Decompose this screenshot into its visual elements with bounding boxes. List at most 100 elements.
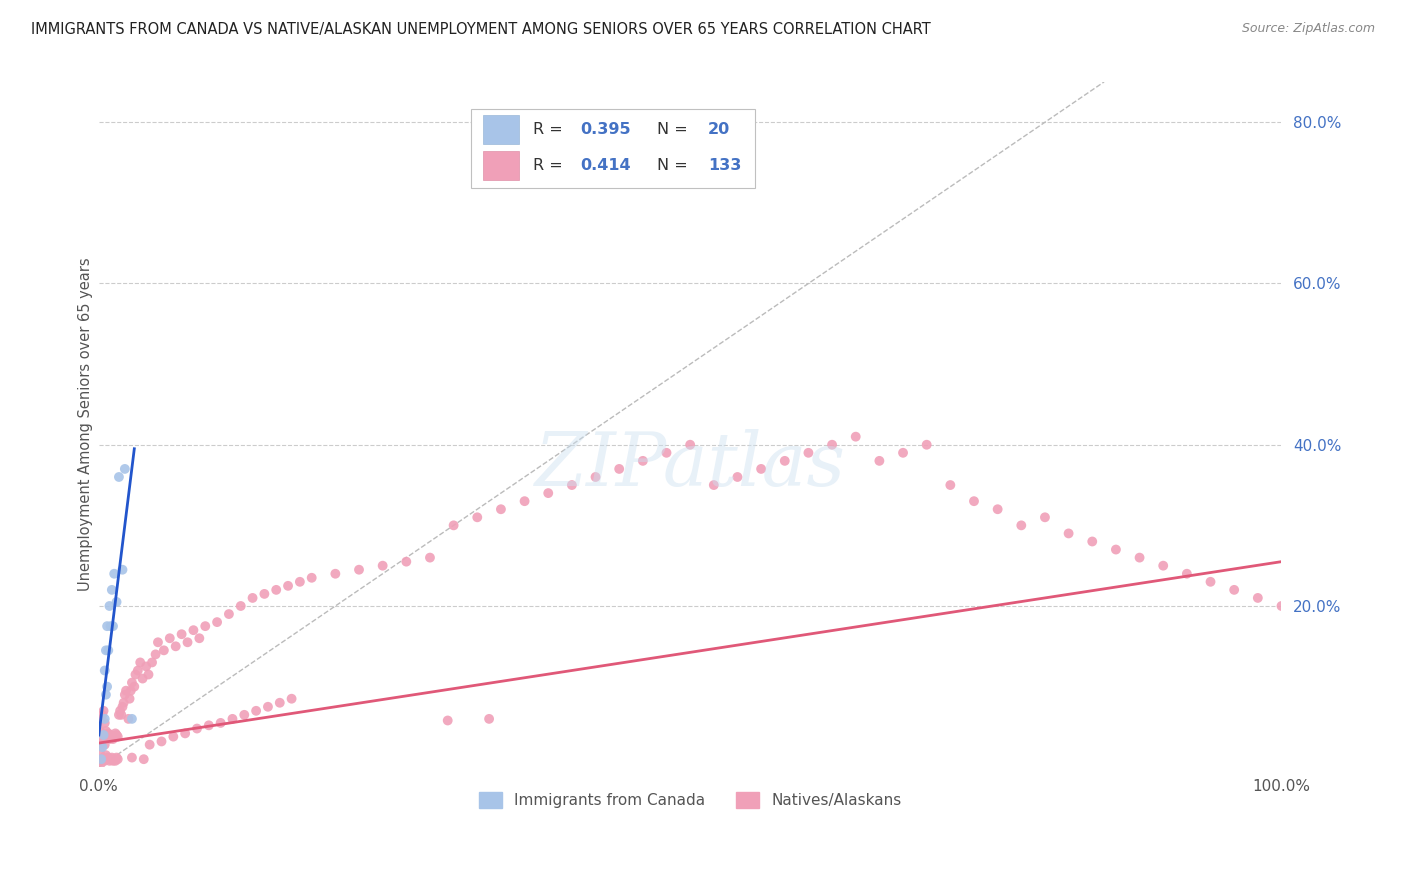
Point bbox=[631, 454, 654, 468]
Point bbox=[655, 446, 678, 460]
Text: 133: 133 bbox=[707, 158, 741, 173]
Text: Source: ZipAtlas.com: Source: ZipAtlas.com bbox=[1241, 22, 1375, 36]
Point bbox=[1247, 591, 1270, 605]
Point bbox=[135, 659, 157, 673]
Point bbox=[1199, 574, 1222, 589]
Point bbox=[93, 728, 115, 742]
Point bbox=[129, 656, 152, 670]
Point bbox=[108, 704, 131, 718]
Point bbox=[93, 750, 115, 764]
Point bbox=[301, 571, 323, 585]
Point bbox=[124, 680, 146, 694]
Point bbox=[915, 438, 938, 452]
Bar bbox=[484, 115, 519, 145]
Point bbox=[111, 563, 134, 577]
Point bbox=[150, 734, 173, 748]
Point bbox=[174, 726, 197, 740]
Point bbox=[280, 691, 302, 706]
Point bbox=[987, 502, 1010, 516]
Point bbox=[98, 754, 121, 768]
Point bbox=[868, 454, 890, 468]
Point bbox=[93, 728, 115, 742]
Point bbox=[513, 494, 536, 508]
Point bbox=[114, 688, 136, 702]
Point bbox=[183, 623, 205, 637]
Point bbox=[103, 752, 125, 766]
Point bbox=[419, 550, 441, 565]
Point bbox=[138, 738, 160, 752]
Point bbox=[1152, 558, 1174, 573]
Point bbox=[101, 732, 124, 747]
Point bbox=[347, 563, 370, 577]
Text: ZIPatlas: ZIPatlas bbox=[534, 429, 845, 502]
Point bbox=[118, 691, 141, 706]
Point bbox=[371, 558, 394, 573]
Point bbox=[703, 478, 725, 492]
Point bbox=[90, 712, 112, 726]
FancyBboxPatch shape bbox=[471, 110, 755, 188]
Point bbox=[773, 454, 796, 468]
Point bbox=[117, 712, 139, 726]
Point bbox=[94, 748, 117, 763]
Point bbox=[395, 555, 418, 569]
Point bbox=[89, 744, 111, 758]
Point bbox=[537, 486, 560, 500]
Point bbox=[679, 438, 702, 452]
Point bbox=[257, 699, 280, 714]
Point bbox=[105, 750, 128, 764]
Legend: Immigrants from Canada, Natives/Alaskans: Immigrants from Canada, Natives/Alaskans bbox=[472, 786, 907, 814]
Point bbox=[93, 712, 115, 726]
Point bbox=[127, 664, 149, 678]
Point bbox=[101, 754, 124, 768]
Point bbox=[489, 502, 512, 516]
Point bbox=[963, 494, 986, 508]
Point bbox=[1270, 599, 1292, 613]
Point bbox=[1057, 526, 1080, 541]
Point bbox=[159, 632, 181, 646]
Point bbox=[1033, 510, 1056, 524]
Point bbox=[209, 715, 232, 730]
Point bbox=[105, 728, 128, 742]
Point bbox=[96, 752, 118, 766]
Text: 0.395: 0.395 bbox=[581, 122, 631, 137]
Point bbox=[105, 595, 128, 609]
Point bbox=[131, 672, 153, 686]
Point bbox=[93, 754, 115, 768]
Point bbox=[94, 688, 117, 702]
Point bbox=[108, 470, 131, 484]
Point bbox=[91, 707, 114, 722]
Point bbox=[325, 566, 347, 581]
Point bbox=[436, 714, 458, 728]
Text: N =: N = bbox=[657, 122, 693, 137]
Text: IMMIGRANTS FROM CANADA VS NATIVE/ALASKAN UNEMPLOYMENT AMONG SENIORS OVER 65 YEAR: IMMIGRANTS FROM CANADA VS NATIVE/ALASKAN… bbox=[31, 22, 931, 37]
Point bbox=[176, 635, 198, 649]
Point bbox=[797, 446, 820, 460]
Point bbox=[115, 683, 138, 698]
Point bbox=[242, 591, 264, 605]
Point bbox=[188, 632, 211, 646]
Point bbox=[146, 635, 169, 649]
Point bbox=[89, 723, 111, 738]
Point bbox=[101, 619, 124, 633]
Point bbox=[264, 582, 287, 597]
Point bbox=[1129, 550, 1152, 565]
Point bbox=[218, 607, 240, 621]
Point bbox=[205, 615, 228, 629]
Point bbox=[821, 438, 844, 452]
Point bbox=[93, 715, 115, 730]
Point bbox=[233, 707, 256, 722]
Point bbox=[90, 756, 112, 771]
Point bbox=[91, 752, 114, 766]
Point bbox=[165, 640, 187, 654]
Point bbox=[107, 752, 129, 766]
Point bbox=[607, 462, 630, 476]
Point bbox=[91, 740, 114, 755]
Point bbox=[153, 643, 176, 657]
Point bbox=[939, 478, 962, 492]
Point bbox=[97, 643, 120, 657]
Point bbox=[561, 478, 583, 492]
Text: 0.414: 0.414 bbox=[581, 158, 631, 173]
Bar bbox=[484, 151, 519, 180]
Text: N =: N = bbox=[657, 158, 693, 173]
Point bbox=[104, 754, 127, 768]
